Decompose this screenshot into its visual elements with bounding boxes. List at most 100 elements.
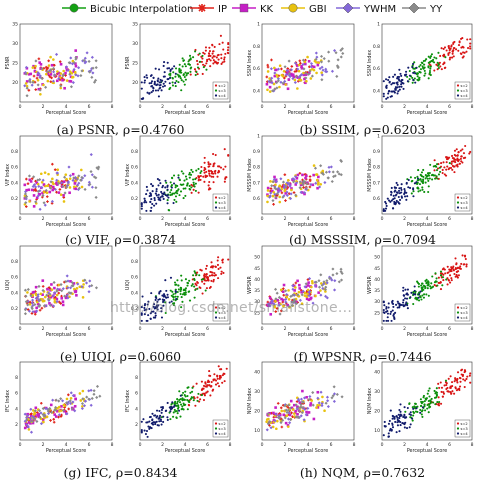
x-tick-label: 2 [284,216,287,222]
scatter-point [282,183,287,187]
scatter-point [36,71,40,75]
x-tick-label: 6 [88,104,91,110]
scatter-point [270,58,273,62]
scatter-point [181,293,185,296]
y-axis-label: NQM Index [247,388,253,414]
scatter-point [175,79,178,83]
scatter-point [287,59,291,63]
scale-legend-marker [214,94,218,97]
scatter-point [164,311,167,315]
y-tick-label: 1 [377,134,380,140]
scatter-point [197,179,200,182]
scatter-point [172,415,175,418]
scatter-point [153,303,156,306]
x-tick-label: 6 [88,216,91,222]
scatter-point [186,398,189,402]
scatter-point [393,91,396,94]
scatter-point [314,280,318,284]
scatter-point [174,288,177,291]
scatter-point [76,74,80,78]
scatter-point [23,312,27,316]
scatter-point [412,302,415,306]
scatter-point [184,194,187,197]
scatter-point [465,377,468,380]
scatter-point [304,186,308,190]
scatter-point [317,175,320,179]
scatter-point [146,91,149,94]
scatter-point [166,188,169,191]
scatter-point [64,401,69,405]
scatter-point [33,302,37,307]
scatter-point [420,410,423,413]
scatter-point [172,304,176,307]
scatter-point [195,382,198,385]
scatter-point [279,177,283,181]
scatter-point [205,276,208,279]
scatter-point [143,309,146,312]
scatter-point [208,58,211,61]
scatter-point [296,405,299,409]
scatter-point [433,169,436,172]
scatter-point [406,307,409,310]
scatter-point [89,403,93,407]
scatter-point [177,284,180,287]
scatter-point [294,193,298,197]
scatter-point [24,72,28,76]
scatter-point [169,418,172,421]
scatter-point [306,292,309,296]
y-tick-label: 30 [12,41,18,47]
scatter-point [395,199,398,203]
scatter-point [322,280,326,284]
scatter-point [209,187,212,190]
scatter-point [202,398,206,402]
scatter-point [32,290,36,294]
scatter-point [180,274,183,277]
scatter-point [48,302,51,305]
scatter-point [40,67,44,71]
scatter-point [31,310,35,314]
scatter-point [265,82,269,86]
scatter-point [50,410,54,414]
y-tick-label: 10 [374,428,380,434]
scatter-point [435,396,438,399]
scatter-point [432,174,435,177]
scatter-point [420,404,423,408]
scatter-point [38,207,42,211]
scatter-point [47,291,51,295]
scatter-point [196,66,200,69]
scatter-point [450,270,453,273]
scatter-point [92,389,96,393]
x-tick-label: 0 [381,326,384,332]
scatter-point [411,419,414,422]
scatter-point [402,289,405,292]
scatter-point [177,174,180,177]
scatter-point [449,386,452,389]
scatter-point [392,194,395,197]
scatter-point [469,38,472,41]
scatter-point [64,185,69,189]
scatter-point [179,415,182,418]
scatter-point [415,407,418,410]
scatter-point [78,392,82,395]
scatter-point [412,414,415,417]
scatter-point [205,60,209,63]
scatter-point [410,291,413,294]
scatter-point [456,163,459,166]
scatter-point [65,177,68,181]
scatter-point [301,58,305,62]
scatter-point [90,284,94,288]
scatter-point [277,301,281,305]
scatter-point [389,95,392,98]
scatter-point [191,283,194,286]
scatter-point [169,276,173,279]
scatter-point [179,290,182,293]
scatter-point [207,165,210,168]
scatter-point [319,182,323,186]
scatter-point [179,77,182,80]
scatter-point [296,173,300,177]
scatter-point [77,174,81,178]
scatter-point [166,78,169,81]
scatter-point [424,174,427,177]
scatter-point [217,165,220,168]
x-tick-label: 6 [206,216,209,222]
